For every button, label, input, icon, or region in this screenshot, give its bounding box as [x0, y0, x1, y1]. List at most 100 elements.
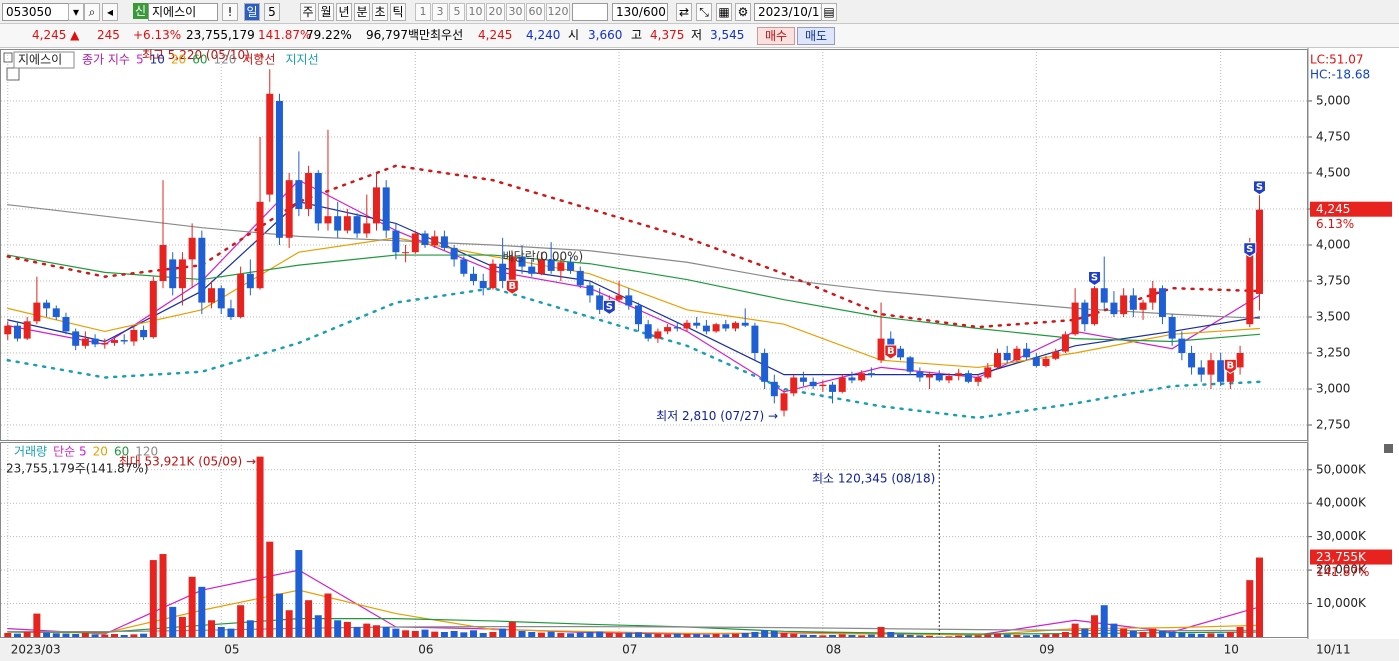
legend-title: 거래량 — [14, 445, 47, 459]
tool-button[interactable]: ▦ — [716, 3, 732, 21]
dropdown[interactable]: ▾ — [68, 3, 84, 21]
candle-body — [305, 172, 313, 209]
candle-body — [984, 367, 992, 378]
candle-body — [1071, 302, 1079, 335]
volume-bar — [101, 634, 109, 637]
candle-body — [81, 338, 89, 346]
y-tick-label: 2,750 — [1316, 418, 1350, 432]
candle-body — [237, 273, 245, 318]
search-button[interactable]: ⌕ — [84, 3, 100, 21]
minute-button[interactable]: 60 — [526, 3, 545, 21]
annotation: 최저 2,810 (07/27) → — [656, 409, 778, 423]
candle-body — [537, 259, 545, 274]
volume-bar — [295, 550, 303, 637]
volume-bar — [916, 635, 924, 637]
volume-bar — [130, 634, 138, 637]
candle-body — [945, 376, 953, 381]
volume-bar — [722, 634, 730, 637]
volume-bar — [13, 633, 21, 637]
period-button[interactable]: 년 — [336, 3, 352, 21]
volume: 23,755,179 — [186, 28, 255, 42]
period-button[interactable]: 월 — [318, 3, 334, 21]
volume-bar — [1149, 628, 1157, 637]
period-button[interactable]: 주 — [300, 3, 316, 21]
low-label: 저 — [691, 28, 703, 42]
signal-label: S — [1091, 273, 1098, 284]
volume-bar — [557, 632, 565, 637]
candle-body — [1003, 353, 1011, 361]
minute-button[interactable]: 3 — [432, 3, 448, 21]
volume-bar — [974, 635, 982, 637]
moving-average — [7, 254, 1261, 343]
period-button[interactable]: 일 — [244, 3, 260, 21]
period-button[interactable]: 초 — [372, 3, 388, 21]
legend-entry: 60 — [192, 53, 207, 67]
volume-bar — [33, 613, 41, 637]
minute-button[interactable]: 1 — [415, 3, 431, 21]
period-button[interactable]: 5 — [264, 3, 280, 21]
candle-body — [499, 263, 507, 281]
minute-button[interactable]: 30 — [506, 3, 525, 21]
volume-bar — [1188, 633, 1196, 637]
sound-button[interactable]: ◂ — [102, 3, 118, 21]
minute-button[interactable]: 120 — [546, 3, 570, 21]
candle-body — [130, 329, 138, 342]
candle-body — [460, 259, 468, 274]
rate: +6.13% — [133, 28, 182, 42]
y-tick-label: 3,750 — [1316, 273, 1350, 287]
dropdown[interactable] — [572, 3, 608, 21]
moving-average — [7, 204, 1261, 320]
price-panel — [0, 49, 1308, 441]
signal-marker — [602, 299, 616, 315]
candle-body — [586, 285, 594, 296]
candle-body — [295, 180, 303, 209]
tool-button[interactable]: ⤡ — [696, 3, 712, 21]
volume-bar — [1158, 630, 1166, 637]
candle-body — [470, 273, 478, 281]
calendar-button[interactable]: ▤ — [821, 3, 837, 21]
volume-bar — [305, 600, 313, 637]
volume-bar — [1061, 631, 1069, 637]
candle-body — [1013, 348, 1021, 361]
volume-panel — [0, 442, 1308, 638]
candle-body — [159, 244, 167, 281]
open: 3,660 — [588, 28, 623, 42]
settings-button[interactable]: ⚙ — [735, 3, 751, 21]
candle-body — [1129, 295, 1137, 310]
buy-button[interactable]: 매수 — [757, 27, 795, 45]
candle-body — [1061, 334, 1069, 352]
period-button[interactable]: 분 — [354, 3, 370, 21]
period-button[interactable]: 틱 — [390, 3, 406, 21]
y-tick-label: 50,000K — [1316, 462, 1367, 476]
amount: 96,797백만 — [366, 28, 431, 42]
hc-label: HC:-18.68 — [1310, 68, 1370, 82]
volume-bar — [790, 633, 798, 637]
minute-button[interactable]: 20 — [486, 3, 505, 21]
candle-body — [780, 393, 788, 411]
candle-body — [596, 295, 604, 310]
candle-body — [712, 324, 720, 332]
volume-info: 23,755,179주(141.87%) — [6, 462, 149, 476]
volume-bar — [644, 633, 652, 637]
volume-bar — [1042, 634, 1050, 637]
name-input[interactable]: 지에스이 — [148, 3, 218, 21]
candle-body — [858, 373, 866, 381]
minute-button[interactable]: 5 — [449, 3, 465, 21]
tool-button[interactable]: ⇄ — [676, 3, 692, 21]
sell-button[interactable]: 매도 — [797, 27, 835, 45]
candle-body — [431, 236, 439, 245]
candle-body — [91, 338, 99, 345]
date-input[interactable]: 2023/10/11 — [754, 3, 827, 21]
candle-body — [1236, 353, 1244, 368]
volume-bar — [489, 631, 497, 637]
candle-body — [140, 329, 148, 338]
badge: 신 — [133, 3, 149, 19]
minute-button[interactable]: 10 — [466, 3, 485, 21]
count-input[interactable]: 130/600 — [612, 3, 668, 21]
volume-bar — [867, 634, 875, 637]
code-input[interactable]: 053050 — [2, 3, 72, 21]
alert-button[interactable]: ! — [222, 3, 238, 21]
candle-body — [217, 288, 225, 309]
volume-bar — [770, 630, 778, 637]
